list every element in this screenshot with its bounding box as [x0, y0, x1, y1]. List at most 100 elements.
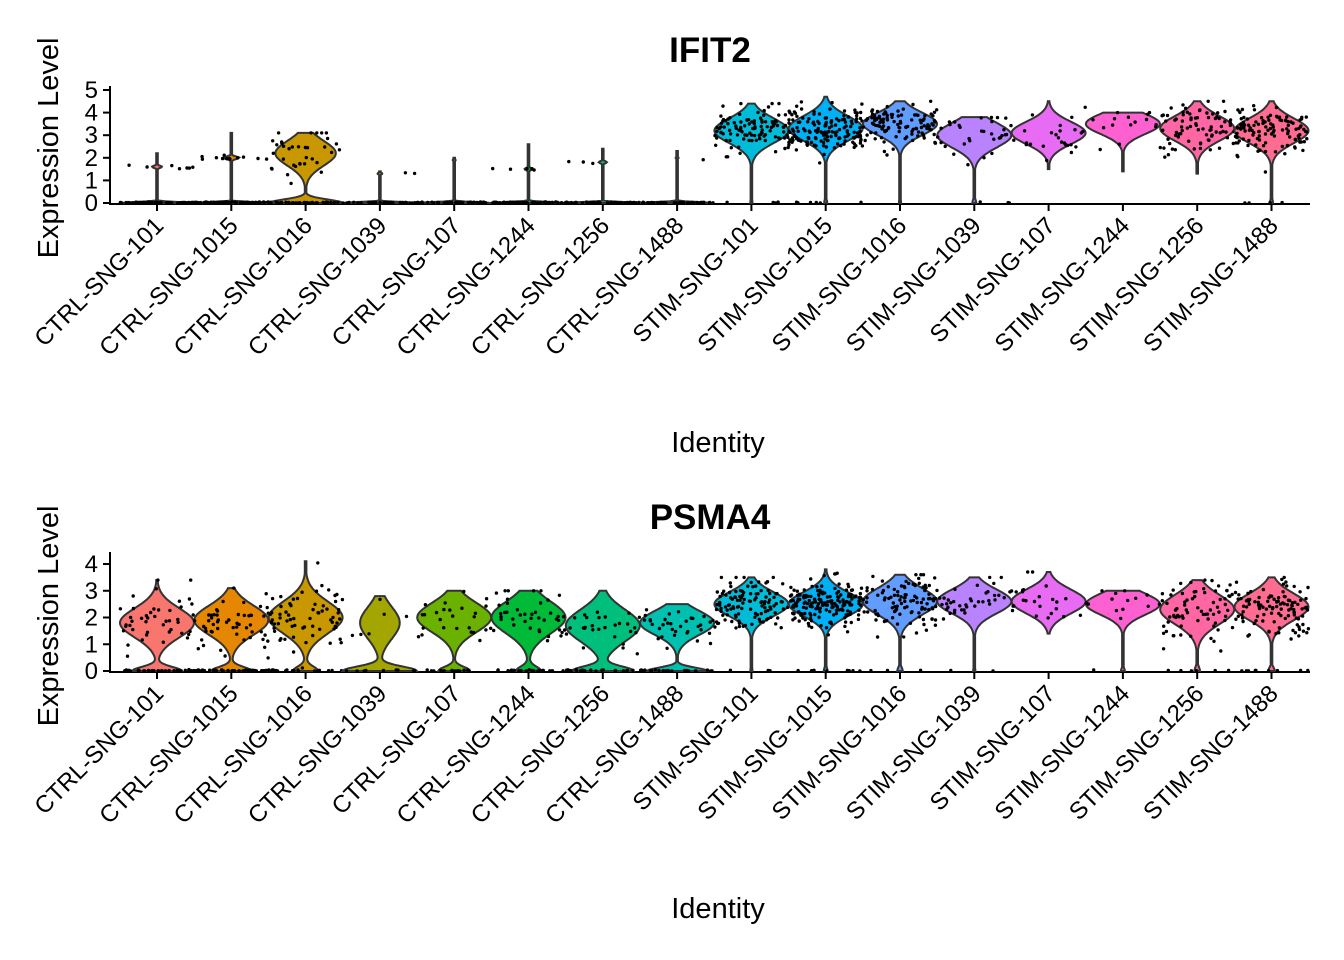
jitter-point [1246, 143, 1250, 148]
jitter-point [213, 668, 217, 672]
jitter-point [774, 622, 778, 626]
jitter-point [1022, 129, 1027, 133]
jitter-point [917, 611, 921, 615]
jitter-point [1239, 596, 1243, 601]
jitter-point [808, 604, 812, 608]
jitter-point [1283, 152, 1287, 156]
jitter-point [729, 607, 733, 611]
jitter-point [768, 129, 772, 133]
jitter-point [664, 201, 668, 205]
jitter-point [898, 612, 902, 616]
jitter-point [491, 166, 495, 171]
jitter-point [246, 201, 250, 205]
jitter-point [235, 632, 239, 636]
jitter-point [1231, 141, 1236, 146]
jitter-point [302, 200, 306, 205]
jitter-point [809, 613, 813, 617]
jitter-point [1241, 610, 1245, 614]
jitter-point [1263, 141, 1268, 145]
jitter-point [729, 146, 733, 150]
jitter-point [858, 603, 863, 607]
jitter-point [656, 201, 660, 205]
jitter-point [325, 136, 330, 141]
jitter-point [1157, 602, 1162, 606]
jitter-point [715, 602, 719, 607]
jitter-point [1169, 593, 1173, 597]
jitter-point [805, 140, 810, 144]
jitter-point [738, 594, 742, 599]
jitter-point [204, 200, 209, 205]
jitter-point [1160, 592, 1165, 596]
jitter-point [1242, 126, 1246, 130]
jitter-point [915, 600, 919, 605]
jitter-point [787, 121, 791, 125]
jitter-point [442, 626, 446, 630]
jitter-point [1034, 614, 1039, 618]
jitter-point [1230, 592, 1234, 597]
jitter-point [291, 635, 296, 639]
jitter-point [717, 600, 722, 605]
jitter-point [167, 668, 171, 673]
jitter-point [523, 619, 527, 624]
jitter-point [988, 575, 992, 580]
jitter-point [817, 597, 821, 601]
jitter-point [170, 163, 174, 168]
jitter-point [542, 618, 546, 622]
jitter-point [505, 597, 510, 601]
jitter-point [807, 117, 811, 121]
jitter-point [1126, 598, 1130, 603]
jitter-point [1134, 596, 1138, 600]
jitter-point [851, 140, 855, 144]
jitter-point [1064, 597, 1068, 601]
jitter-point [344, 669, 349, 673]
jitter-point [617, 621, 622, 626]
jitter-point [845, 130, 849, 134]
jitter-point [1283, 616, 1288, 621]
violin-CTRL-SNG-1016 [267, 560, 344, 672]
jitter-point [923, 114, 927, 118]
jitter-point [291, 650, 296, 654]
jitter-point [628, 200, 633, 205]
jitter-point [892, 593, 897, 597]
jitter-point [1293, 137, 1298, 142]
jitter-point [702, 614, 706, 619]
jitter-point [508, 167, 513, 171]
jitter-point [317, 611, 321, 615]
jitter-point [1181, 110, 1185, 114]
jitter-point [310, 157, 314, 161]
jitter-point [725, 608, 729, 612]
jitter-point [739, 127, 743, 131]
jitter-point [718, 594, 722, 599]
jitter-point [832, 146, 837, 150]
jitter-point [946, 598, 950, 602]
jitter-point [314, 589, 319, 593]
jitter-point [850, 597, 854, 601]
jitter-point [223, 654, 227, 658]
jitter-group-CTRL-SNG-1256 [564, 610, 642, 673]
jitter-point [760, 118, 764, 123]
jitter-point [794, 601, 799, 605]
jitter-point [316, 561, 320, 565]
jitter-point [524, 669, 528, 673]
jitter-point [819, 139, 823, 143]
jitter-point [502, 200, 506, 204]
jitter-point [953, 587, 957, 592]
jitter-point [1255, 614, 1260, 618]
x-tick-label: STIM-SNG-1488 [1138, 680, 1283, 825]
jitter-point [1211, 112, 1215, 116]
jitter-point [818, 161, 822, 165]
jitter-point [1169, 106, 1173, 110]
jitter-point [512, 623, 516, 627]
jitter-point [940, 602, 944, 607]
jitter-point [283, 637, 287, 641]
jitter-point [963, 611, 967, 615]
jitter-point [913, 113, 917, 117]
jitter-point [854, 114, 859, 118]
jitter-point [767, 598, 772, 602]
jitter-point [1257, 138, 1262, 142]
jitter-point [735, 598, 740, 602]
jitter-point [825, 595, 830, 599]
jitter-point [832, 613, 836, 617]
jitter-point [721, 104, 725, 108]
y-tick-label: 4 [85, 100, 98, 127]
